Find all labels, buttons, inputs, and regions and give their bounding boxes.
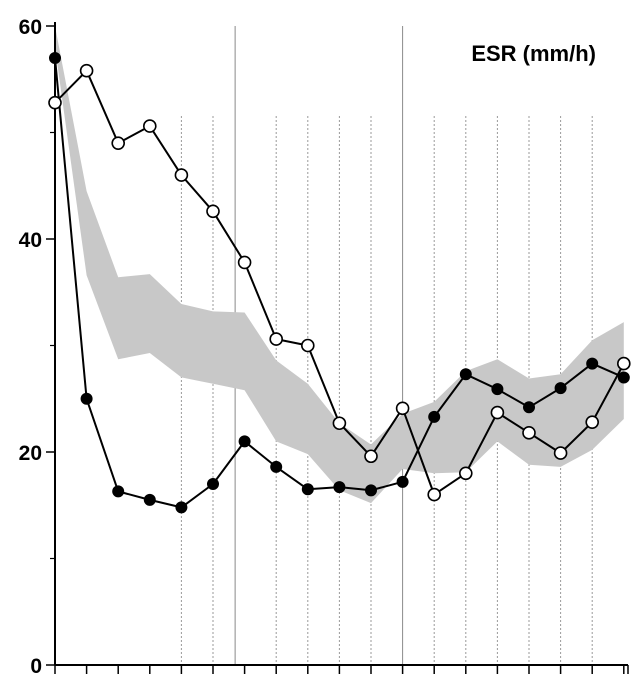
series-2-point — [206, 204, 220, 219]
chart-title: ESR (mm/h) — [471, 41, 596, 66]
series-1-point — [333, 481, 346, 494]
y-tick-label: 0 — [30, 655, 42, 676]
series-1-point — [396, 475, 409, 488]
series-1-point — [143, 493, 156, 506]
series-2-point — [300, 338, 315, 353]
series-1-point — [459, 368, 472, 381]
series-2-point — [522, 426, 536, 440]
series-1-point — [238, 435, 251, 448]
series-2-point — [174, 168, 189, 182]
series-1-point — [554, 382, 567, 395]
series-layer — [48, 51, 631, 514]
series-1-point — [491, 383, 504, 396]
series-2-point — [111, 136, 125, 150]
y-tick-label: 40 — [19, 229, 42, 252]
series-2-point — [79, 63, 94, 78]
series-2-point — [143, 119, 157, 133]
series-1-point — [207, 477, 219, 490]
series-2-point — [237, 255, 252, 270]
reference-band — [55, 26, 624, 504]
series-2-point — [585, 415, 600, 429]
series-1-point — [365, 484, 377, 497]
y-tick-label: 20 — [19, 442, 42, 465]
series-1-point — [428, 410, 441, 423]
series-1-point — [523, 401, 535, 414]
reference-band-layer — [55, 26, 624, 504]
series-2-point — [616, 356, 631, 371]
series-2-point — [332, 416, 347, 431]
series-2-point — [553, 446, 568, 460]
series-1-point — [175, 501, 188, 514]
series-2-point — [364, 449, 378, 464]
series-2-point — [48, 95, 62, 110]
series-1-point — [617, 371, 630, 384]
series-2-point — [458, 466, 473, 481]
series-1-point — [49, 51, 61, 64]
series-1-point — [301, 483, 314, 496]
series-2-point — [269, 332, 284, 346]
axes — [46, 22, 629, 674]
series-1-point — [586, 357, 599, 370]
series-1-point — [112, 485, 125, 498]
series-1-point — [80, 392, 93, 405]
series-2-point — [395, 401, 410, 416]
series-2-point — [490, 405, 505, 420]
series-2-point — [427, 487, 442, 502]
y-tick-label: 60 — [19, 16, 42, 39]
series-1-point — [270, 460, 283, 473]
y-tick-labels: 0 20 40 60 — [19, 16, 42, 676]
